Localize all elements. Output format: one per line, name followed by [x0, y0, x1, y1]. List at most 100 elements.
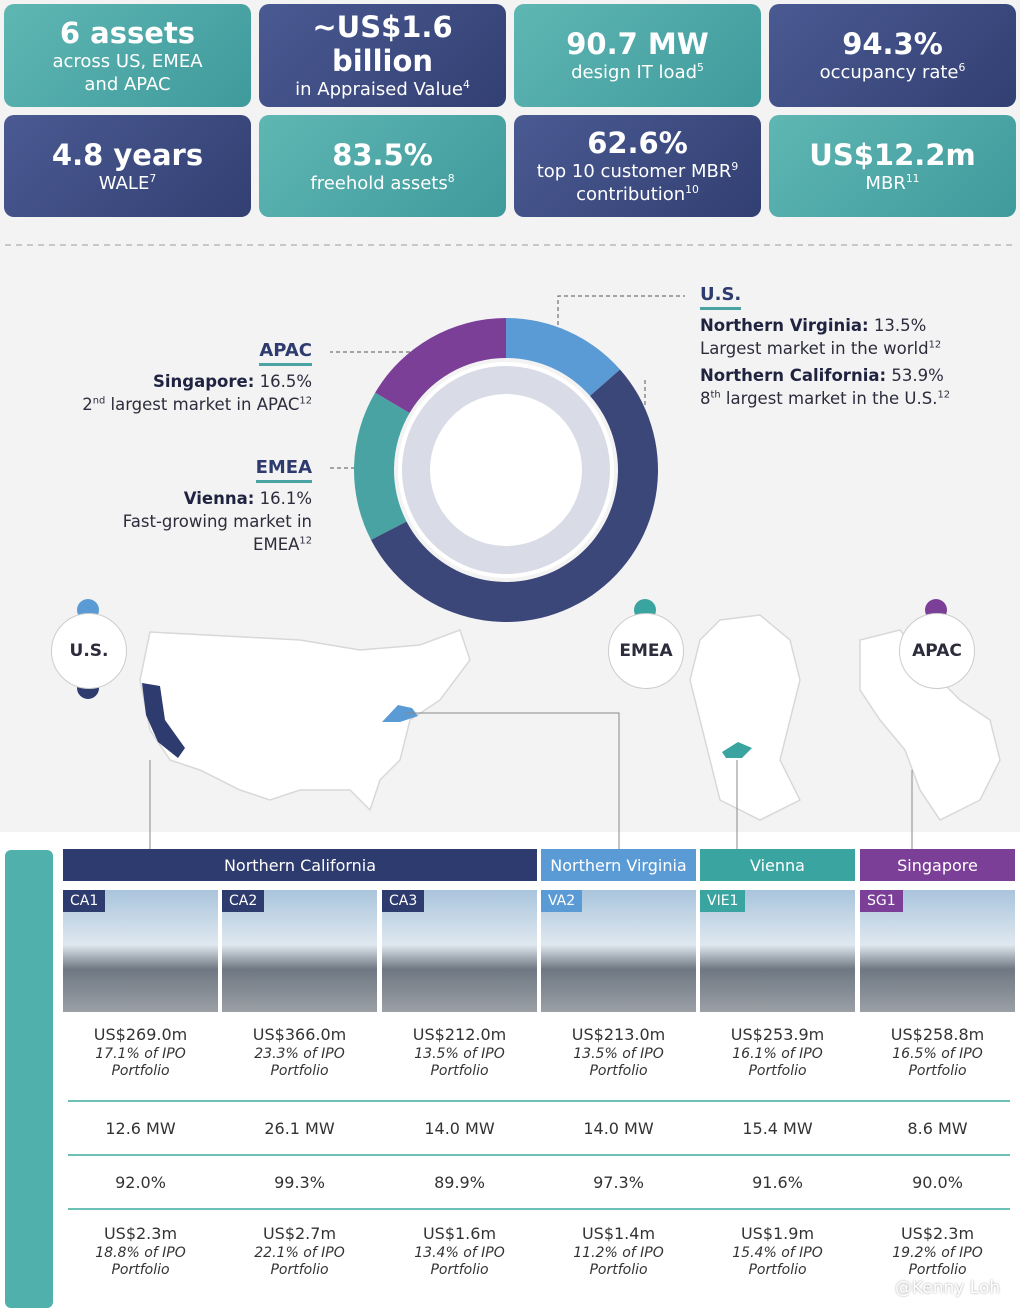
- heading-row: EMEA: [112, 456, 312, 483]
- stat-value: 94.3%: [842, 27, 943, 61]
- donut: [353, 318, 658, 622]
- text: WALE: [98, 172, 150, 194]
- callout-lines: [330, 295, 685, 469]
- stat-card: 6 assets across US, EMEA and APAC: [4, 4, 251, 107]
- asset-id: VIE1: [700, 890, 746, 912]
- stat-card: 83.5% freehold assets8: [259, 115, 506, 217]
- superscript: 9: [731, 160, 739, 173]
- row-divider: [68, 1208, 1010, 1210]
- market: Singapore:: [153, 372, 255, 391]
- stat-card: ~US$1.6 billion in Appraised Value4: [259, 4, 506, 107]
- value-cell: US$258.8m 16.5% of IPO Portfolio: [860, 1025, 1015, 1080]
- group-header: Vienna: [700, 849, 855, 881]
- group-header: Northern Virginia: [541, 849, 696, 881]
- text: Fast-growing market in EMEA: [122, 512, 312, 554]
- value-share: 16.5% of IPO Portfolio: [892, 1046, 983, 1079]
- callout-item: Northern California: 53.9% 8th largest ma…: [700, 364, 1020, 410]
- superscript: 12: [299, 395, 312, 407]
- occupancy: 91.6%: [752, 1173, 803, 1192]
- superscript: 4: [462, 78, 470, 91]
- market-line: Northern Virginia: 13.5%: [700, 314, 1020, 337]
- donut-segment: [506, 318, 621, 396]
- heading-row: APAC: [52, 339, 312, 366]
- market: Northern California:: [700, 366, 887, 385]
- stat-label: freehold assets8: [265, 172, 500, 195]
- region-circle: EMEA: [608, 613, 684, 689]
- region-heading: APAC: [259, 339, 312, 366]
- region-circle: U.S.: [51, 613, 127, 689]
- maps: [139, 614, 1001, 821]
- group-header: Northern California: [63, 849, 537, 881]
- text: contribution: [576, 184, 686, 205]
- mbr-share: 15.4% of IPO Portfolio: [732, 1245, 823, 1278]
- occupancy: 92.0%: [115, 1173, 166, 1192]
- stat-label: across US, EMEA: [10, 50, 245, 73]
- value-share: 23.3% of IPO Portfolio: [254, 1046, 345, 1079]
- text: Largest market in the world: [700, 339, 929, 358]
- value-share: 16.1% of IPO Portfolio: [732, 1046, 823, 1079]
- asset-id: CA1: [63, 890, 106, 912]
- mbr-cell: US$1.6m 13.4% of IPO Portfolio: [382, 1224, 537, 1279]
- text: 2: [82, 395, 93, 414]
- stat-label: and APAC: [10, 73, 245, 96]
- callout: APAC Singapore: 16.5% 2nd largest market i…: [52, 339, 312, 416]
- stat-card: 62.6% top 10 customer MBR9 contribution10: [514, 115, 761, 217]
- occupancy: 90.0%: [912, 1173, 963, 1192]
- market-line: Singapore: 16.5%: [52, 370, 312, 393]
- region-heading: U.S.: [700, 283, 742, 310]
- stat-card: US$12.2m MBR11: [769, 115, 1016, 217]
- superscript: th: [710, 389, 721, 401]
- asset-photo: VIE1: [700, 890, 855, 1012]
- callout: U.S. Northern Virginia: 13.5% Largest mark…: [700, 283, 1020, 410]
- california: [142, 683, 185, 758]
- superscript: nd: [92, 395, 106, 407]
- stat-label: in Appraised Value4: [265, 78, 500, 101]
- mbr-cell: US$2.3m 19.2% of IPO Portfolio: [860, 1224, 1015, 1279]
- superscript: 6: [958, 61, 966, 74]
- text: and APAC: [84, 73, 171, 95]
- asset-photo: CA3: [382, 890, 537, 1012]
- stat-value: 4.8 years: [51, 137, 204, 172]
- market-line: Vienna: 16.1%: [112, 487, 312, 510]
- stat-value: ~US$1.6 billion: [312, 10, 453, 78]
- mbr-cell: US$2.3m 18.8% of IPO Portfolio: [63, 1224, 218, 1279]
- stat-value: 90.7 MW: [566, 27, 709, 61]
- mbr-share: 11.2% of IPO Portfolio: [573, 1245, 664, 1278]
- text: in Appraised Value: [295, 79, 463, 100]
- stat-value: 62.6%: [587, 126, 688, 160]
- market: Vienna:: [183, 489, 255, 508]
- value: US$213.0m: [571, 1025, 666, 1044]
- market-desc: Fast-growing market in EMEA12: [112, 510, 312, 556]
- mbr-share: 13.4% of IPO Portfolio: [414, 1245, 505, 1278]
- stat-label: design IT load5: [520, 61, 755, 84]
- asset-photo: CA1: [63, 890, 218, 1012]
- superscript: 5: [697, 61, 704, 74]
- stat-label: occupancy rate6: [775, 61, 1010, 84]
- value: US$366.0m: [252, 1025, 347, 1044]
- row-label-bar: [5, 850, 53, 1308]
- callout-item: Northern Virginia: 13.5% Largest market i…: [700, 314, 1020, 360]
- superscript: 8: [447, 171, 455, 185]
- capacity: 15.4 MW: [742, 1119, 813, 1138]
- value-share: 13.5% of IPO Portfolio: [573, 1046, 664, 1079]
- value-cell: US$366.0m 23.3% of IPO Portfolio: [222, 1025, 377, 1080]
- text: 8: [700, 389, 711, 408]
- row-divider: [68, 1154, 1010, 1156]
- capacity: 14.0 MW: [583, 1119, 654, 1138]
- value: US$269.0m: [93, 1025, 188, 1044]
- mbr: US$2.3m: [103, 1224, 178, 1243]
- share: 53.9%: [891, 366, 944, 385]
- share: 16.5%: [259, 372, 312, 391]
- market-desc: 8th largest market in the U.S.12: [700, 387, 1020, 410]
- callout: EMEA Vienna: 16.1% Fast-growing market in …: [112, 456, 312, 556]
- share: 13.5%: [873, 316, 927, 335]
- mbr: US$1.9m: [740, 1224, 815, 1243]
- text: MBR: [865, 172, 906, 194]
- mbr-cell: US$2.7m 22.1% of IPO Portfolio: [222, 1224, 377, 1279]
- superscript: 11: [905, 171, 920, 185]
- value-share: 13.5% of IPO Portfolio: [414, 1046, 505, 1079]
- text: occupancy rate: [819, 62, 959, 83]
- market: Northern Virginia:: [700, 316, 869, 335]
